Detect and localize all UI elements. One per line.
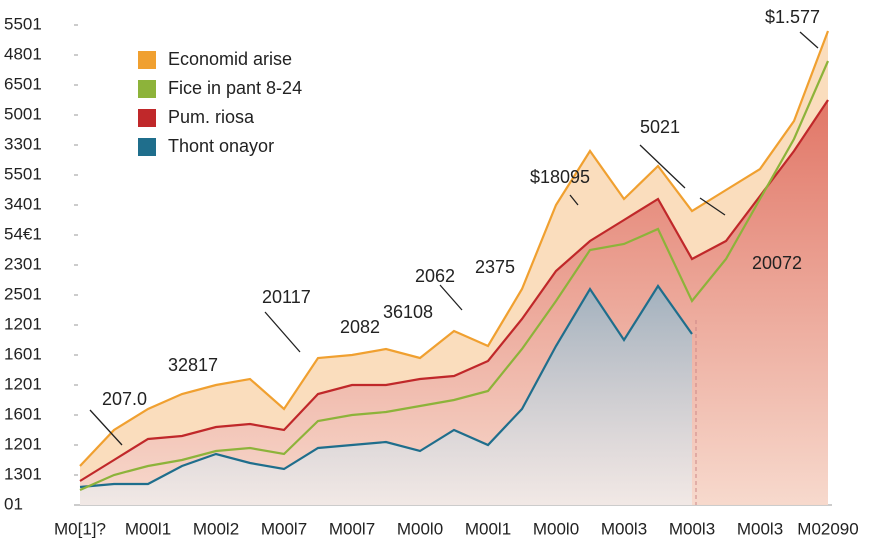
y-tick-label: 01 (4, 494, 23, 513)
legend: Economid arise Fice in pant 8-24 Pum. rios… (138, 49, 302, 156)
x-tick-label: M00l3 (601, 519, 647, 538)
legend-swatch (138, 51, 156, 69)
y-tick-label: 5501 (4, 14, 42, 33)
legend-label: Economid arise (168, 49, 292, 69)
y-tick-label: 1201 (4, 374, 42, 393)
annotation: 20072 (752, 253, 802, 273)
annotation: $18095 (530, 167, 590, 187)
x-tick-label: M00l2 (193, 519, 239, 538)
y-tick-label: 2301 (4, 254, 42, 273)
legend-swatch (138, 138, 156, 156)
series-line (79, 60, 830, 492)
annotation: 2062 (415, 266, 455, 286)
y-tick-label: 3401 (4, 194, 42, 213)
x-tick-label: M00l3 (737, 519, 783, 538)
x-tick-label: M00l0 (397, 519, 443, 538)
series-line (79, 30, 830, 467)
annotation: 2082 (340, 317, 380, 337)
annotation: 32817 (168, 355, 218, 375)
y-tick-label: 2501 (4, 284, 42, 303)
x-tick-label: M00l1 (125, 519, 171, 538)
legend-label: Fice in pant 8-24 (168, 78, 302, 98)
legend-swatch (138, 80, 156, 98)
annotation: 5021 (640, 117, 680, 137)
series-line (79, 284, 693, 489)
annotation: 36108 (383, 302, 433, 322)
area (80, 286, 692, 505)
legend-label: Thont onayor (168, 136, 274, 156)
legend-label: Pum. riosa (168, 107, 255, 127)
x-tick-label: M00l7 (329, 519, 375, 538)
y-tick-label: 1601 (4, 344, 42, 363)
y-tick-label: 6501 (4, 74, 42, 93)
x-tick-label: M00l0 (533, 519, 579, 538)
y-tick-label: 54€1 (4, 224, 42, 243)
annotation: 20117 (262, 287, 311, 307)
x-tick-label: M00l3 (669, 519, 715, 538)
annotation-arrow (89, 31, 819, 446)
y-tick-label: 1601 (4, 404, 42, 423)
annotation: 207.0 (102, 389, 147, 409)
y-tick-label: 4801 (4, 44, 42, 63)
y-tick-label: 3301 (4, 134, 42, 153)
y-tick-label: 5501 (4, 164, 42, 183)
y-tick-label: 1301 (4, 464, 42, 483)
y-tick-label: 1201 (4, 434, 42, 453)
x-tick-label: M02090 (797, 519, 858, 538)
annotation: 2375 (475, 257, 515, 277)
x-tick-label: M00l7 (261, 519, 307, 538)
y-tick-label: 1201 (4, 314, 42, 333)
x-tick-label: M00l1 (465, 519, 511, 538)
y-tick-label: 5001 (4, 104, 42, 123)
annotation: $1.577 (765, 7, 820, 27)
legend-swatch (138, 109, 156, 127)
x-tick-label: M0[1]? (54, 519, 106, 538)
annotations: $1.577 5021 $18095 2375 2062 36108 20117… (89, 7, 820, 446)
series-line (79, 99, 829, 482)
